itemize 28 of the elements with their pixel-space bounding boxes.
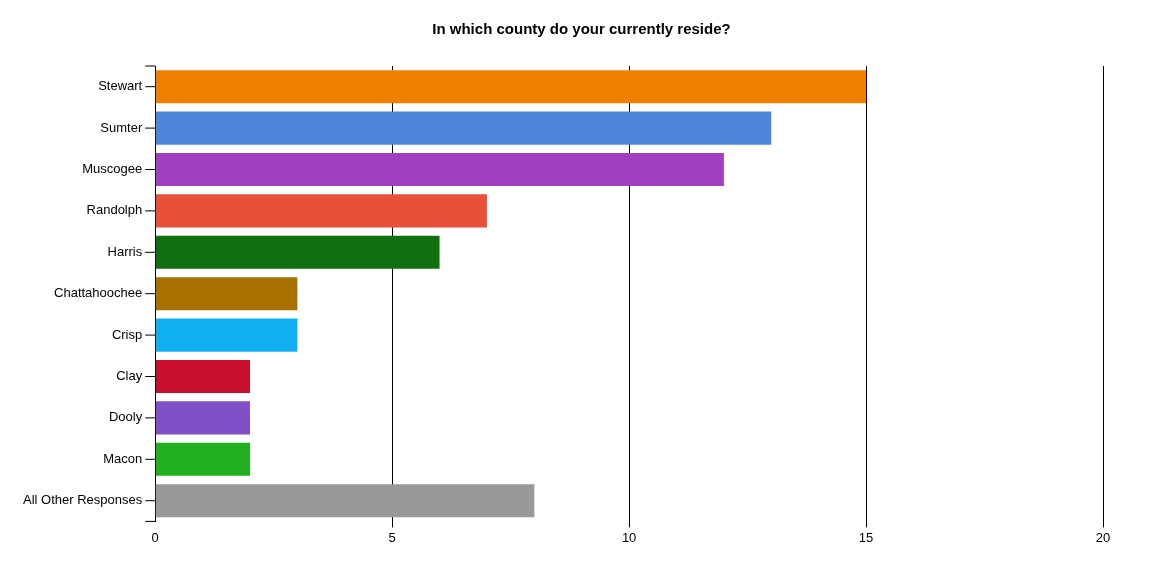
y-tick-label: Muscogee [82, 161, 143, 177]
x-tick-label: 20 [1095, 529, 1111, 545]
bar [155, 401, 250, 435]
y-tick-label: Clay [116, 368, 143, 384]
bar [155, 111, 772, 145]
y-tick-label: Chattahoochee [54, 285, 143, 301]
bar [155, 442, 250, 476]
bar [155, 235, 440, 269]
y-tick-label: Sumter [100, 119, 143, 135]
bar [155, 484, 535, 518]
bar [155, 277, 298, 311]
bar [155, 70, 867, 104]
x-tick-label: 0 [151, 529, 159, 545]
y-tick-label: Randolph [86, 202, 143, 218]
y-tick-label: Macon [103, 450, 143, 466]
bar [155, 318, 298, 352]
y-tick-label: Crisp [111, 326, 143, 342]
bar [155, 359, 250, 394]
bar [155, 194, 487, 228]
x-tick-label: 5 [388, 529, 396, 545]
bar [155, 152, 724, 187]
y-tick-label: All Other Responses [22, 492, 143, 508]
x-tick-label: 10 [621, 529, 637, 545]
y-tick-label: Dooly [108, 409, 143, 425]
x-tick-label: 15 [858, 529, 874, 545]
y-tick-label: Harris [107, 243, 143, 259]
chart-title: In which county do your currently reside? [431, 20, 732, 37]
y-tick-label: Stewart [98, 78, 143, 94]
